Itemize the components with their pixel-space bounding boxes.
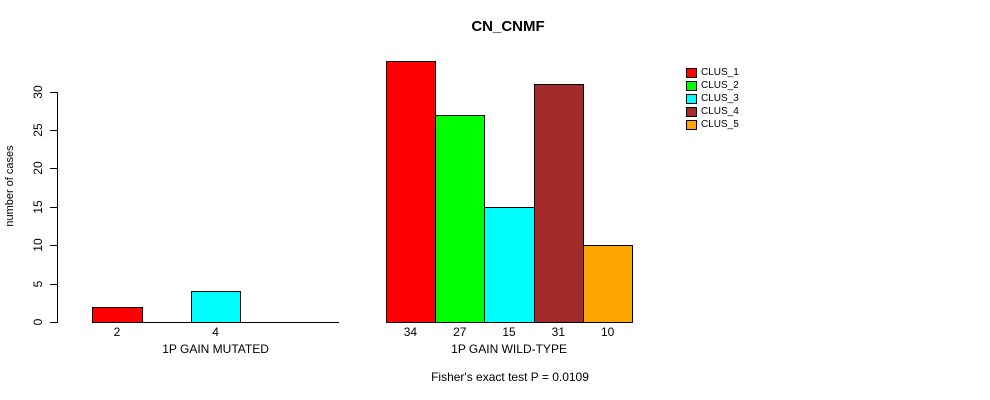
group-label: 1P GAIN MUTATED	[162, 342, 269, 356]
chart-bar-clus_3	[191, 291, 241, 323]
legend-label: CLUS_4	[701, 105, 739, 117]
legend-swatch-clus_4	[685, 106, 697, 117]
y-axis-tick-label: 0	[31, 318, 45, 326]
group-label: 1P GAIN WILD-TYPE	[451, 342, 567, 356]
fisher-test-annotation: Fisher's exact test P = 0.0109	[431, 370, 589, 384]
chart-bar-clus_4	[534, 84, 584, 323]
y-axis-tick	[50, 206, 57, 208]
y-axis-tick	[50, 283, 57, 285]
y-axis-tick-label: 20	[31, 161, 45, 176]
legend-label: CLUS_2	[701, 79, 739, 91]
y-axis-tick-label: 5	[31, 280, 45, 287]
bar-value-label: 34	[403, 325, 418, 339]
y-axis-tick-label: 15	[31, 200, 45, 214]
y-axis-title: number of cases	[4, 145, 16, 227]
bar-value-label: 2	[113, 325, 121, 339]
legend-swatch-clus_2	[685, 80, 697, 91]
y-axis-tick-label: 25	[31, 123, 45, 137]
legend-label: CLUS_5	[701, 118, 739, 130]
y-axis-tick	[50, 130, 57, 131]
legend-swatch-clus_5	[685, 119, 697, 130]
y-axis-tick	[50, 91, 57, 93]
legend-label: CLUS_1	[701, 66, 739, 78]
bar-value-label: 10	[600, 325, 615, 339]
legend-swatch-clus_3	[685, 93, 697, 104]
y-axis-tick	[50, 245, 57, 247]
chart-bar-clus_1	[386, 61, 436, 323]
y-axis-tick	[50, 168, 57, 170]
y-axis-tick	[50, 322, 57, 323]
chart-bar-clus_2	[435, 115, 485, 323]
y-axis-tick-label: 10	[31, 238, 45, 252]
chart-title: CN_CNMF	[471, 18, 545, 35]
bar-value-label: 15	[502, 325, 516, 339]
y-axis-tick-label: 30	[31, 84, 45, 99]
chart-bar-clus_5	[583, 245, 633, 323]
chart-bar-clus_1	[92, 307, 143, 323]
legend-label: CLUS_3	[701, 92, 739, 104]
bar-value-label: 4	[212, 325, 219, 339]
chart-bar-clus_3	[484, 207, 535, 323]
bar-value-label: 27	[453, 325, 467, 339]
bar-value-label: 31	[551, 325, 566, 339]
y-axis-line	[57, 91, 58, 323]
legend-swatch-clus_1	[685, 67, 697, 78]
